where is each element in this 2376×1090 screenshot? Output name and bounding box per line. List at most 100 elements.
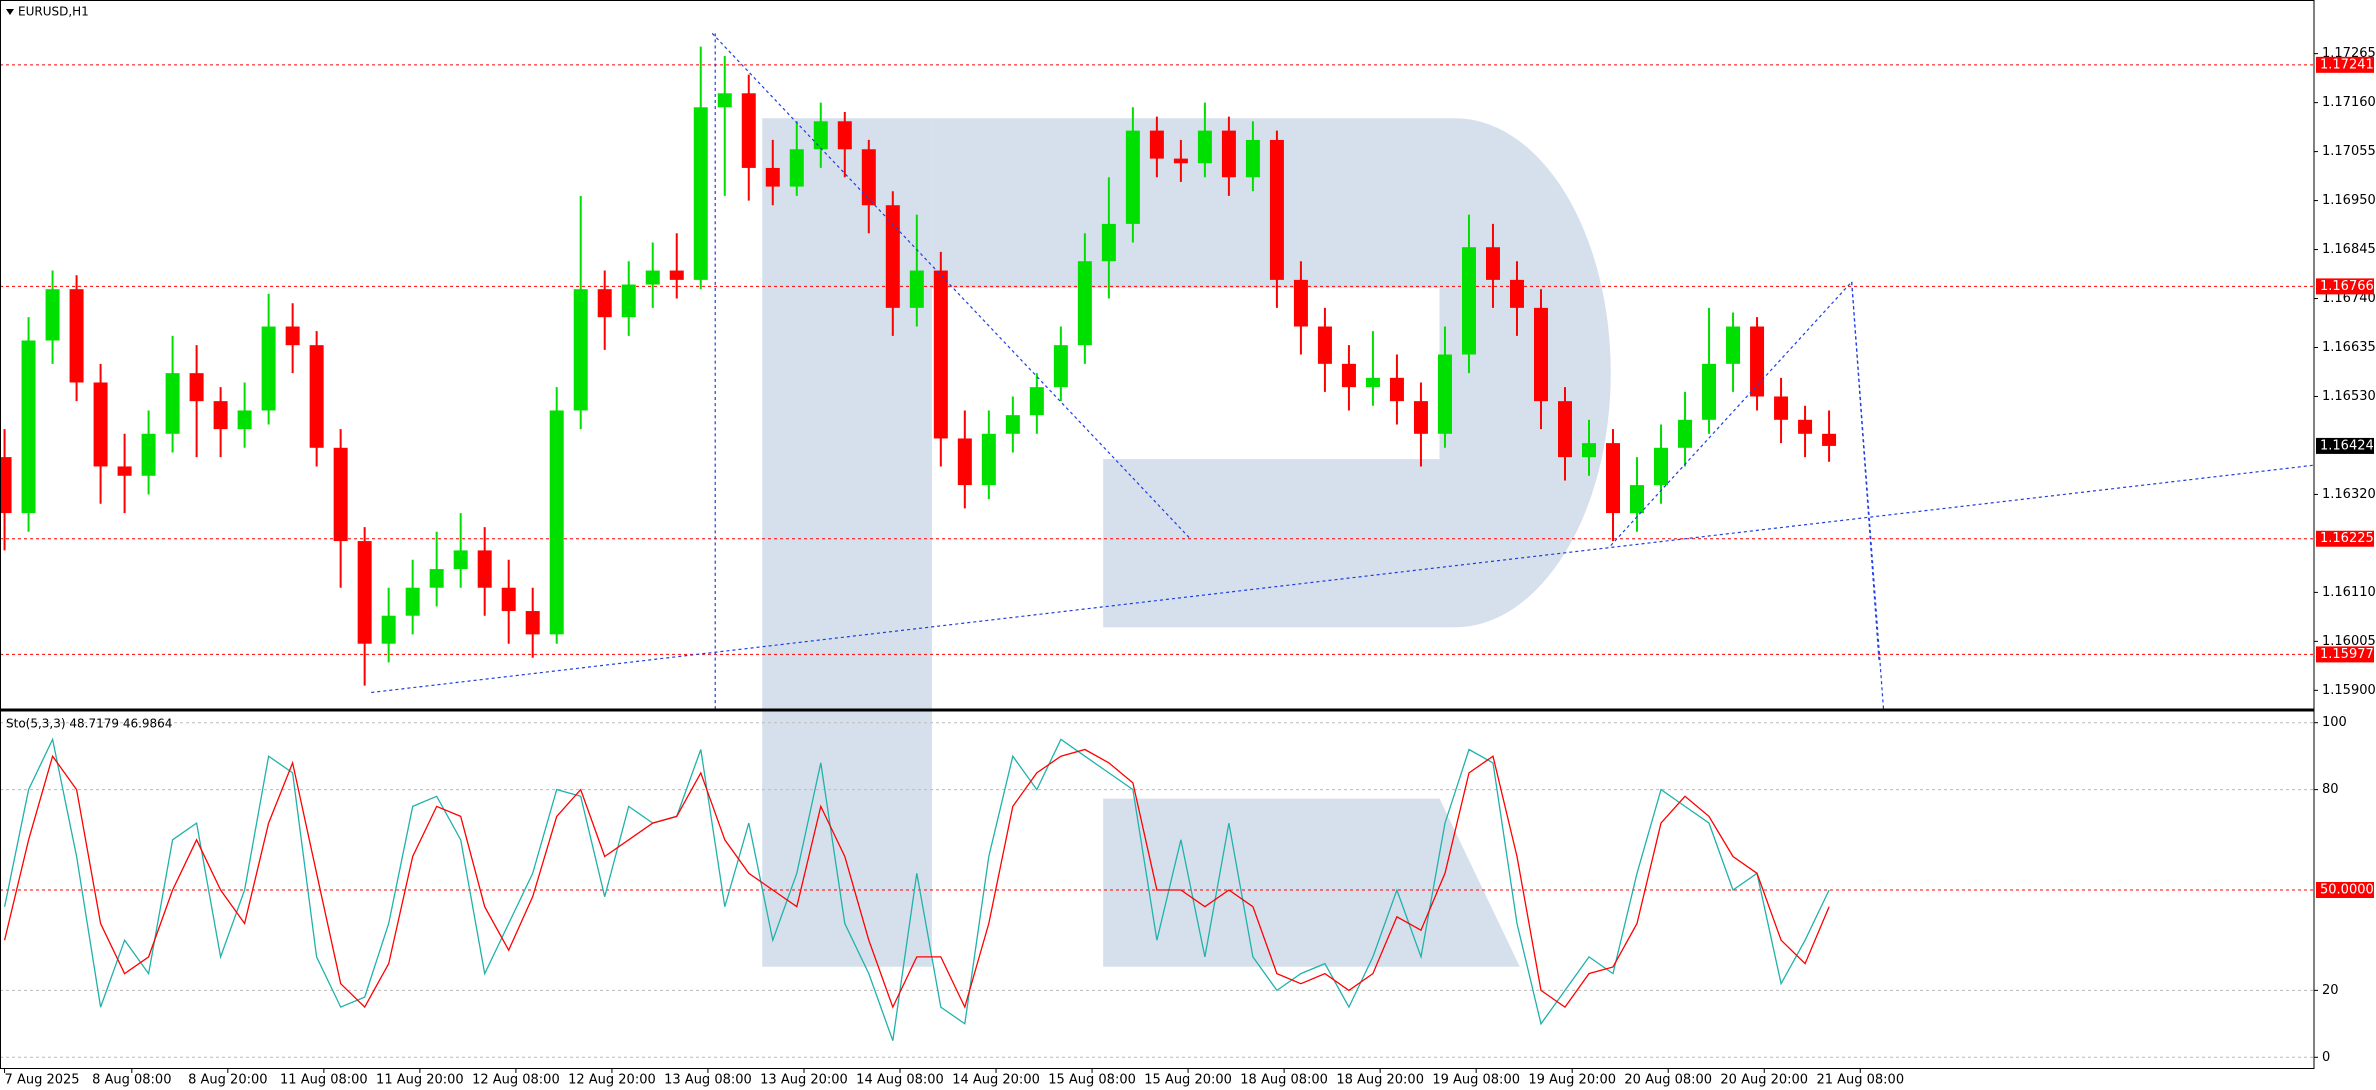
watermark-leg [1103, 798, 1520, 967]
candle-body [1630, 485, 1645, 514]
candle-body [861, 149, 876, 206]
candle-body [1413, 401, 1428, 434]
y-tick-label: 1.16320 [2322, 487, 2376, 502]
level-badge [2316, 882, 2374, 898]
symbol-title: EURUSD,H1 [18, 5, 89, 19]
x-tick-label: 20 Aug 08:00 [1624, 1073, 1712, 1088]
x-tick-label: 13 Aug 08:00 [664, 1073, 752, 1088]
y-tick-label: 80 [2322, 782, 2339, 797]
candle-body [645, 270, 660, 285]
candle-body [237, 410, 252, 430]
candle-body [933, 270, 948, 439]
candle-body [0, 457, 12, 514]
candle-body [21, 340, 36, 514]
candle-body [1269, 139, 1284, 280]
x-tick-label: 18 Aug 20:00 [1336, 1073, 1424, 1088]
x-tick-label: 20 Aug 20:00 [1720, 1073, 1808, 1088]
candle-body [1245, 139, 1260, 178]
trendline [1851, 281, 1880, 661]
candle-body [837, 121, 852, 150]
candle-body [789, 149, 804, 187]
y-tick-label: 1.16950 [2322, 193, 2376, 208]
level-label: 1.17241 [2320, 57, 2374, 72]
candle-body [1702, 363, 1717, 420]
candle-body [597, 289, 612, 318]
x-tick-label: 15 Aug 08:00 [1048, 1073, 1136, 1088]
candle-body [501, 587, 516, 612]
indicator-line [3, 737, 1830, 1041]
x-tick-label: 8 Aug 08:00 [92, 1073, 171, 1088]
level-badge [2316, 56, 2374, 73]
candle-body [741, 93, 756, 168]
candle-body [765, 167, 780, 187]
x-tick-label: 11 Aug 20:00 [376, 1073, 464, 1088]
candle-body [525, 611, 540, 635]
plot-area [0, 46, 2314, 1058]
y-tick-label: 1.16740 [2322, 291, 2376, 306]
y-tick-label: 1.17160 [2322, 95, 2376, 110]
candle-body [621, 284, 636, 318]
candle-body [1149, 130, 1164, 159]
current-price-label: 1.16424 [2320, 438, 2374, 453]
candle-body [309, 345, 324, 448]
candle-body [1726, 326, 1741, 364]
frame [0, 0, 2315, 1069]
symbol-menu-icon[interactable] [6, 9, 14, 15]
candle-body [1750, 326, 1765, 397]
candle-body [1029, 387, 1044, 416]
candle-body [1365, 377, 1380, 388]
candle-body [429, 569, 444, 588]
watermark-bowl [931, 118, 1611, 628]
x-tick-label: 15 Aug 20:00 [1144, 1073, 1232, 1088]
candle-body [1101, 223, 1116, 262]
candle-body [1485, 247, 1500, 280]
candle-body [813, 121, 828, 150]
watermark-stem [762, 118, 932, 967]
candle-body [1461, 247, 1476, 355]
level-badge [2316, 646, 2374, 663]
candle-body [1389, 377, 1404, 402]
candle-body [1053, 345, 1068, 388]
candle-body [1341, 363, 1356, 388]
candle-body [93, 382, 108, 467]
trendlines [371, 32, 2314, 710]
current-price-badge [2316, 437, 2374, 454]
candle-body [381, 615, 396, 644]
candle-body [957, 438, 972, 486]
x-tick-label: 8 Aug 20:00 [188, 1073, 267, 1088]
candle-body [1654, 447, 1669, 486]
candle-body [333, 447, 348, 542]
y-tick-label: 1.16005 [2322, 634, 2376, 649]
x-tick-label: 19 Aug 20:00 [1528, 1073, 1616, 1088]
y-tick-label: 1.16845 [2322, 242, 2376, 257]
candle-body [1125, 130, 1140, 224]
candle-body [909, 270, 924, 308]
candle-body [1798, 419, 1813, 434]
trendline [711, 32, 1190, 539]
candle-body [453, 550, 468, 570]
candle-body [1606, 443, 1621, 514]
candle-body [405, 587, 420, 616]
y-tick-label: 100 [2322, 715, 2347, 730]
candle-body [189, 373, 204, 402]
candle-body [213, 401, 228, 430]
level-label: 50.0000 [2320, 883, 2374, 898]
trendline [371, 464, 2314, 694]
x-tick-label: 7 Aug 2025 [5, 1073, 80, 1088]
x-tick-label: 12 Aug 08:00 [472, 1073, 560, 1088]
candle-body [1557, 401, 1572, 458]
x-tick-label: 19 Aug 08:00 [1432, 1073, 1520, 1088]
x-tick-label: 18 Aug 08:00 [1240, 1073, 1328, 1088]
candle-body [981, 433, 996, 486]
candle-body [1317, 326, 1332, 364]
x-tick-label: 13 Aug 20:00 [760, 1073, 848, 1088]
candle-body [549, 410, 564, 635]
y-tick-label: 1.16635 [2322, 340, 2376, 355]
level-label: 1.16225 [2320, 531, 2374, 546]
candle-body [69, 289, 84, 383]
x-tick-label: 12 Aug 20:00 [568, 1073, 656, 1088]
x-tick-label: 14 Aug 08:00 [856, 1073, 944, 1088]
candle-body [717, 93, 732, 108]
x-tick-label: 14 Aug 20:00 [952, 1073, 1040, 1088]
